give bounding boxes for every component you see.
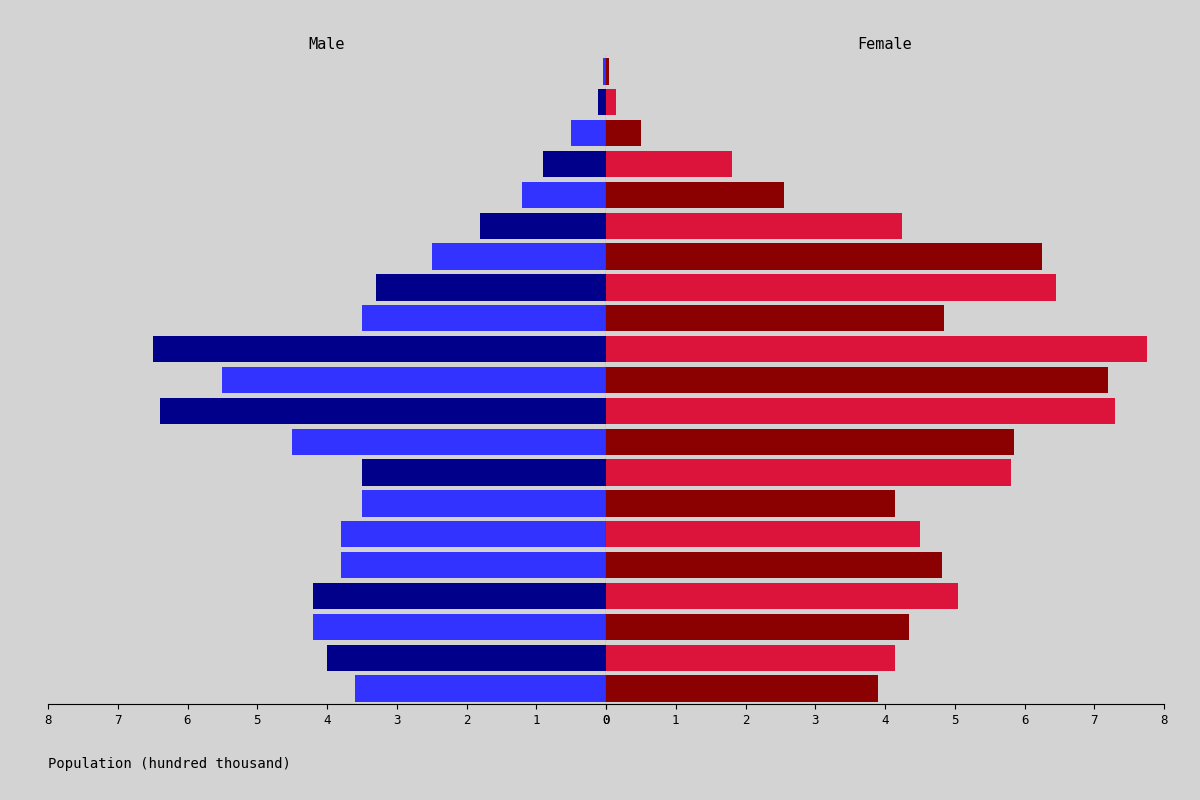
Bar	[326, 645, 606, 671]
Bar	[606, 367, 1109, 393]
Bar	[292, 429, 606, 455]
Bar	[152, 336, 606, 362]
Bar	[313, 614, 606, 640]
Bar	[606, 58, 608, 85]
Title: Female: Female	[858, 37, 912, 52]
Title: Male: Male	[308, 37, 346, 52]
Bar	[606, 243, 1042, 270]
Text: Population (hundred thousand): Population (hundred thousand)	[48, 757, 290, 771]
Bar	[598, 89, 606, 115]
Bar	[606, 305, 944, 331]
Bar	[606, 490, 895, 517]
Bar	[604, 58, 606, 85]
Bar	[606, 213, 902, 239]
Bar	[606, 336, 1146, 362]
Bar	[606, 429, 1014, 455]
Bar	[606, 182, 784, 208]
Bar	[606, 459, 1010, 486]
Bar	[606, 274, 1056, 301]
Bar	[160, 398, 606, 424]
Bar	[606, 645, 895, 671]
Bar	[355, 675, 606, 702]
Bar	[606, 614, 910, 640]
Bar	[606, 675, 878, 702]
Bar	[522, 182, 606, 208]
Bar	[606, 552, 942, 578]
Bar	[313, 583, 606, 609]
Bar	[606, 89, 616, 115]
Bar	[480, 213, 606, 239]
Bar	[222, 367, 606, 393]
Bar	[606, 583, 959, 609]
Bar	[341, 552, 606, 578]
Bar	[341, 521, 606, 547]
Bar	[362, 490, 606, 517]
Bar	[544, 151, 606, 177]
Bar	[606, 151, 732, 177]
Bar	[376, 274, 606, 301]
Bar	[606, 120, 641, 146]
Bar	[606, 398, 1115, 424]
Bar	[571, 120, 606, 146]
Bar	[606, 521, 920, 547]
Bar	[432, 243, 606, 270]
Bar	[362, 305, 606, 331]
Bar	[362, 459, 606, 486]
